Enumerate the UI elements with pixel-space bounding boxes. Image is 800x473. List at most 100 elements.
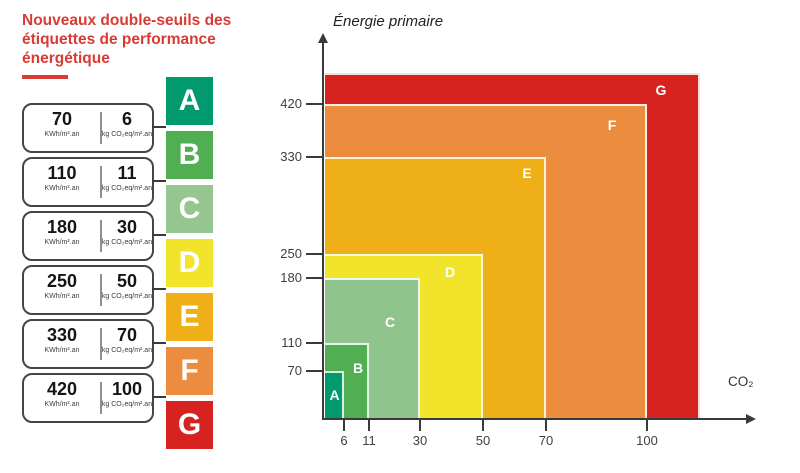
- x-tick: [482, 419, 484, 431]
- energy-cell: 250 KWh/m².an: [24, 267, 100, 313]
- x-tick-label: 11: [362, 433, 376, 448]
- threshold-box: 250 KWh/m².an 50 kg CO₂eq/m².an: [22, 265, 154, 315]
- x-tick: [343, 419, 345, 431]
- x-axis-arrow-icon: [746, 414, 756, 424]
- connector-line: [152, 126, 166, 128]
- x-tick-label: 70: [538, 433, 554, 448]
- chart-zone-label-E: E: [522, 165, 532, 181]
- threshold-box: 70 KWh/m².an 6 kg CO₂eq/m².an: [22, 103, 154, 153]
- co2-unit: kg CO₂eq/m².an: [102, 347, 152, 354]
- divider-line: [100, 274, 102, 306]
- y-tick-label: 70: [287, 363, 302, 378]
- energy-cell: 180 KWh/m².an: [24, 213, 100, 259]
- connector-line: [152, 396, 166, 398]
- co2-cell: 70 kg CO₂eq/m².an: [102, 321, 152, 367]
- co2-cell: 11 kg CO₂eq/m².an: [102, 159, 152, 205]
- chart-zone-A: [325, 371, 344, 419]
- energy-unit: KWh/m².an: [44, 401, 80, 408]
- energy-unit: KWh/m².an: [44, 185, 80, 192]
- page-title: Nouveaux double-seuils des étiquettes de…: [22, 12, 232, 67]
- energy-value: 330: [46, 325, 78, 345]
- x-axis-title: CO₂: [728, 374, 754, 389]
- connector-line: [152, 288, 166, 290]
- connector-line: [152, 342, 166, 344]
- x-tick-label: 100: [636, 433, 658, 448]
- co2-unit: kg CO₂eq/m².an: [102, 293, 152, 300]
- class-badge-C: C: [166, 185, 213, 233]
- y-axis-arrow-icon: [318, 33, 328, 43]
- threshold-box: 110 KWh/m².an 11 kg CO₂eq/m².an: [22, 157, 154, 207]
- class-badge-F: F: [166, 347, 213, 395]
- x-tick: [368, 419, 370, 431]
- co2-unit: kg CO₂eq/m².an: [102, 239, 152, 246]
- energy-unit: KWh/m².an: [44, 131, 80, 138]
- class-badge-B: B: [166, 131, 213, 179]
- energy-unit: KWh/m².an: [44, 293, 80, 300]
- chart-zone-label-B: B: [352, 360, 364, 376]
- y-tick: [306, 156, 323, 158]
- co2-cell: 100 kg CO₂eq/m².an: [102, 375, 152, 421]
- divider-line: [100, 382, 102, 414]
- y-axis-title: Énergie primaire: [333, 13, 444, 30]
- energy-value: 180: [46, 217, 78, 237]
- co2-value: 30: [116, 217, 138, 237]
- y-tick: [306, 103, 323, 105]
- y-axis-line: [322, 42, 324, 419]
- divider-line: [100, 112, 102, 144]
- divider-line: [100, 220, 102, 252]
- co2-value: 6: [121, 109, 132, 129]
- co2-cell: 6 kg CO₂eq/m².an: [102, 105, 152, 151]
- y-tick: [306, 253, 323, 255]
- threshold-box: 180 KWh/m².an 30 kg CO₂eq/m².an: [22, 211, 154, 261]
- x-tick: [545, 419, 547, 431]
- co2-value: 70: [116, 325, 138, 345]
- co2-unit: kg CO₂eq/m².an: [102, 401, 152, 408]
- y-tick-label: 180: [280, 270, 302, 285]
- energy-unit: KWh/m².an: [44, 239, 80, 246]
- chart-zone-label-D: D: [444, 264, 456, 280]
- energy-unit: KWh/m².an: [44, 347, 80, 354]
- energy-cell: 330 KWh/m².an: [24, 321, 100, 367]
- co2-cell: 30 kg CO₂eq/m².an: [102, 213, 152, 259]
- chart-zone-label-C: C: [384, 314, 396, 330]
- chart-zone-label-F: F: [607, 117, 617, 133]
- connector-line: [152, 234, 166, 236]
- class-badge-G: G: [166, 401, 213, 449]
- energy-value: 420: [46, 379, 78, 399]
- divider-line: [100, 166, 102, 198]
- y-tick: [306, 342, 323, 344]
- x-tick-label: 30: [412, 433, 428, 448]
- chart-zone-label-G: G: [655, 82, 667, 98]
- divider-line: [100, 328, 102, 360]
- x-tick: [419, 419, 421, 431]
- class-badge-E: E: [166, 293, 213, 341]
- y-tick-label: 330: [280, 149, 302, 164]
- title-underline: [22, 75, 68, 79]
- co2-value: 100: [111, 379, 143, 399]
- co2-cell: 50 kg CO₂eq/m².an: [102, 267, 152, 313]
- energy-value: 110: [47, 163, 77, 183]
- threshold-box: 420 KWh/m².an 100 kg CO₂eq/m².an: [22, 373, 154, 423]
- energy-cell: 110 KWh/m².an: [24, 159, 100, 205]
- x-tick-label: 6: [340, 433, 348, 448]
- energy-cell: 420 KWh/m².an: [24, 375, 100, 421]
- y-tick: [306, 370, 323, 372]
- energy-value: 250: [46, 271, 78, 291]
- energy-cell: 70 KWh/m².an: [24, 105, 100, 151]
- chart-zone-label-A: A: [329, 387, 340, 403]
- class-badge-D: D: [166, 239, 213, 287]
- co2-value: 50: [116, 271, 138, 291]
- co2-value: 11: [117, 163, 137, 183]
- x-tick: [646, 419, 648, 431]
- y-tick: [306, 277, 323, 279]
- y-tick-label: 420: [280, 96, 302, 111]
- connector-line: [152, 180, 166, 182]
- y-tick-label: 110: [281, 335, 302, 350]
- energy-value: 70: [51, 109, 73, 129]
- threshold-box: 330 KWh/m².an 70 kg CO₂eq/m².an: [22, 319, 154, 369]
- y-tick-label: 250: [280, 246, 302, 261]
- x-tick-label: 50: [475, 433, 491, 448]
- x-axis-line: [322, 418, 752, 420]
- co2-unit: kg CO₂eq/m².an: [102, 185, 152, 192]
